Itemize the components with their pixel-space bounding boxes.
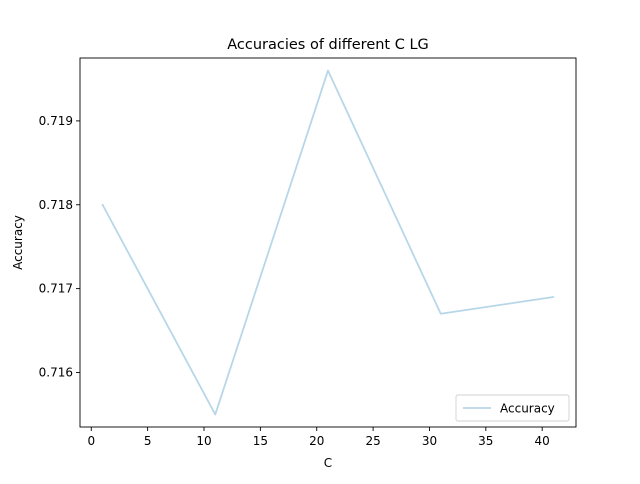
x-tick-label: 30	[422, 434, 437, 448]
y-axis-label: Accuracy	[11, 215, 25, 270]
series-line-accuracy	[101, 69, 555, 416]
x-axis-label: C	[324, 456, 332, 470]
y-axis: 0.716 0.717 0.718 0.719	[39, 114, 80, 379]
legend-box	[455, 394, 570, 422]
x-tick-label: 25	[365, 434, 380, 448]
series-layer	[101, 69, 555, 416]
x-tick-label: 0	[87, 434, 95, 448]
x-tick-label: 10	[196, 434, 211, 448]
x-tick-label: 35	[478, 434, 493, 448]
y-tick-label: 0.718	[39, 198, 73, 212]
y-tick-label: 0.716	[39, 365, 73, 379]
x-tick-label: 15	[253, 434, 268, 448]
legend-label: Accuracy	[500, 402, 555, 416]
x-tick-label: 20	[309, 434, 324, 448]
x-axis: 0 5 10 15 20 25 30 35 40	[87, 427, 550, 448]
plot-area	[79, 57, 577, 428]
x-tick-label: 40	[535, 434, 550, 448]
chart-title: Accuracies of different C LG	[227, 37, 429, 53]
y-tick-label: 0.719	[39, 114, 73, 128]
x-tick-label: 5	[144, 434, 152, 448]
legend: Accuracy	[455, 394, 570, 422]
y-tick-label: 0.717	[39, 282, 73, 296]
